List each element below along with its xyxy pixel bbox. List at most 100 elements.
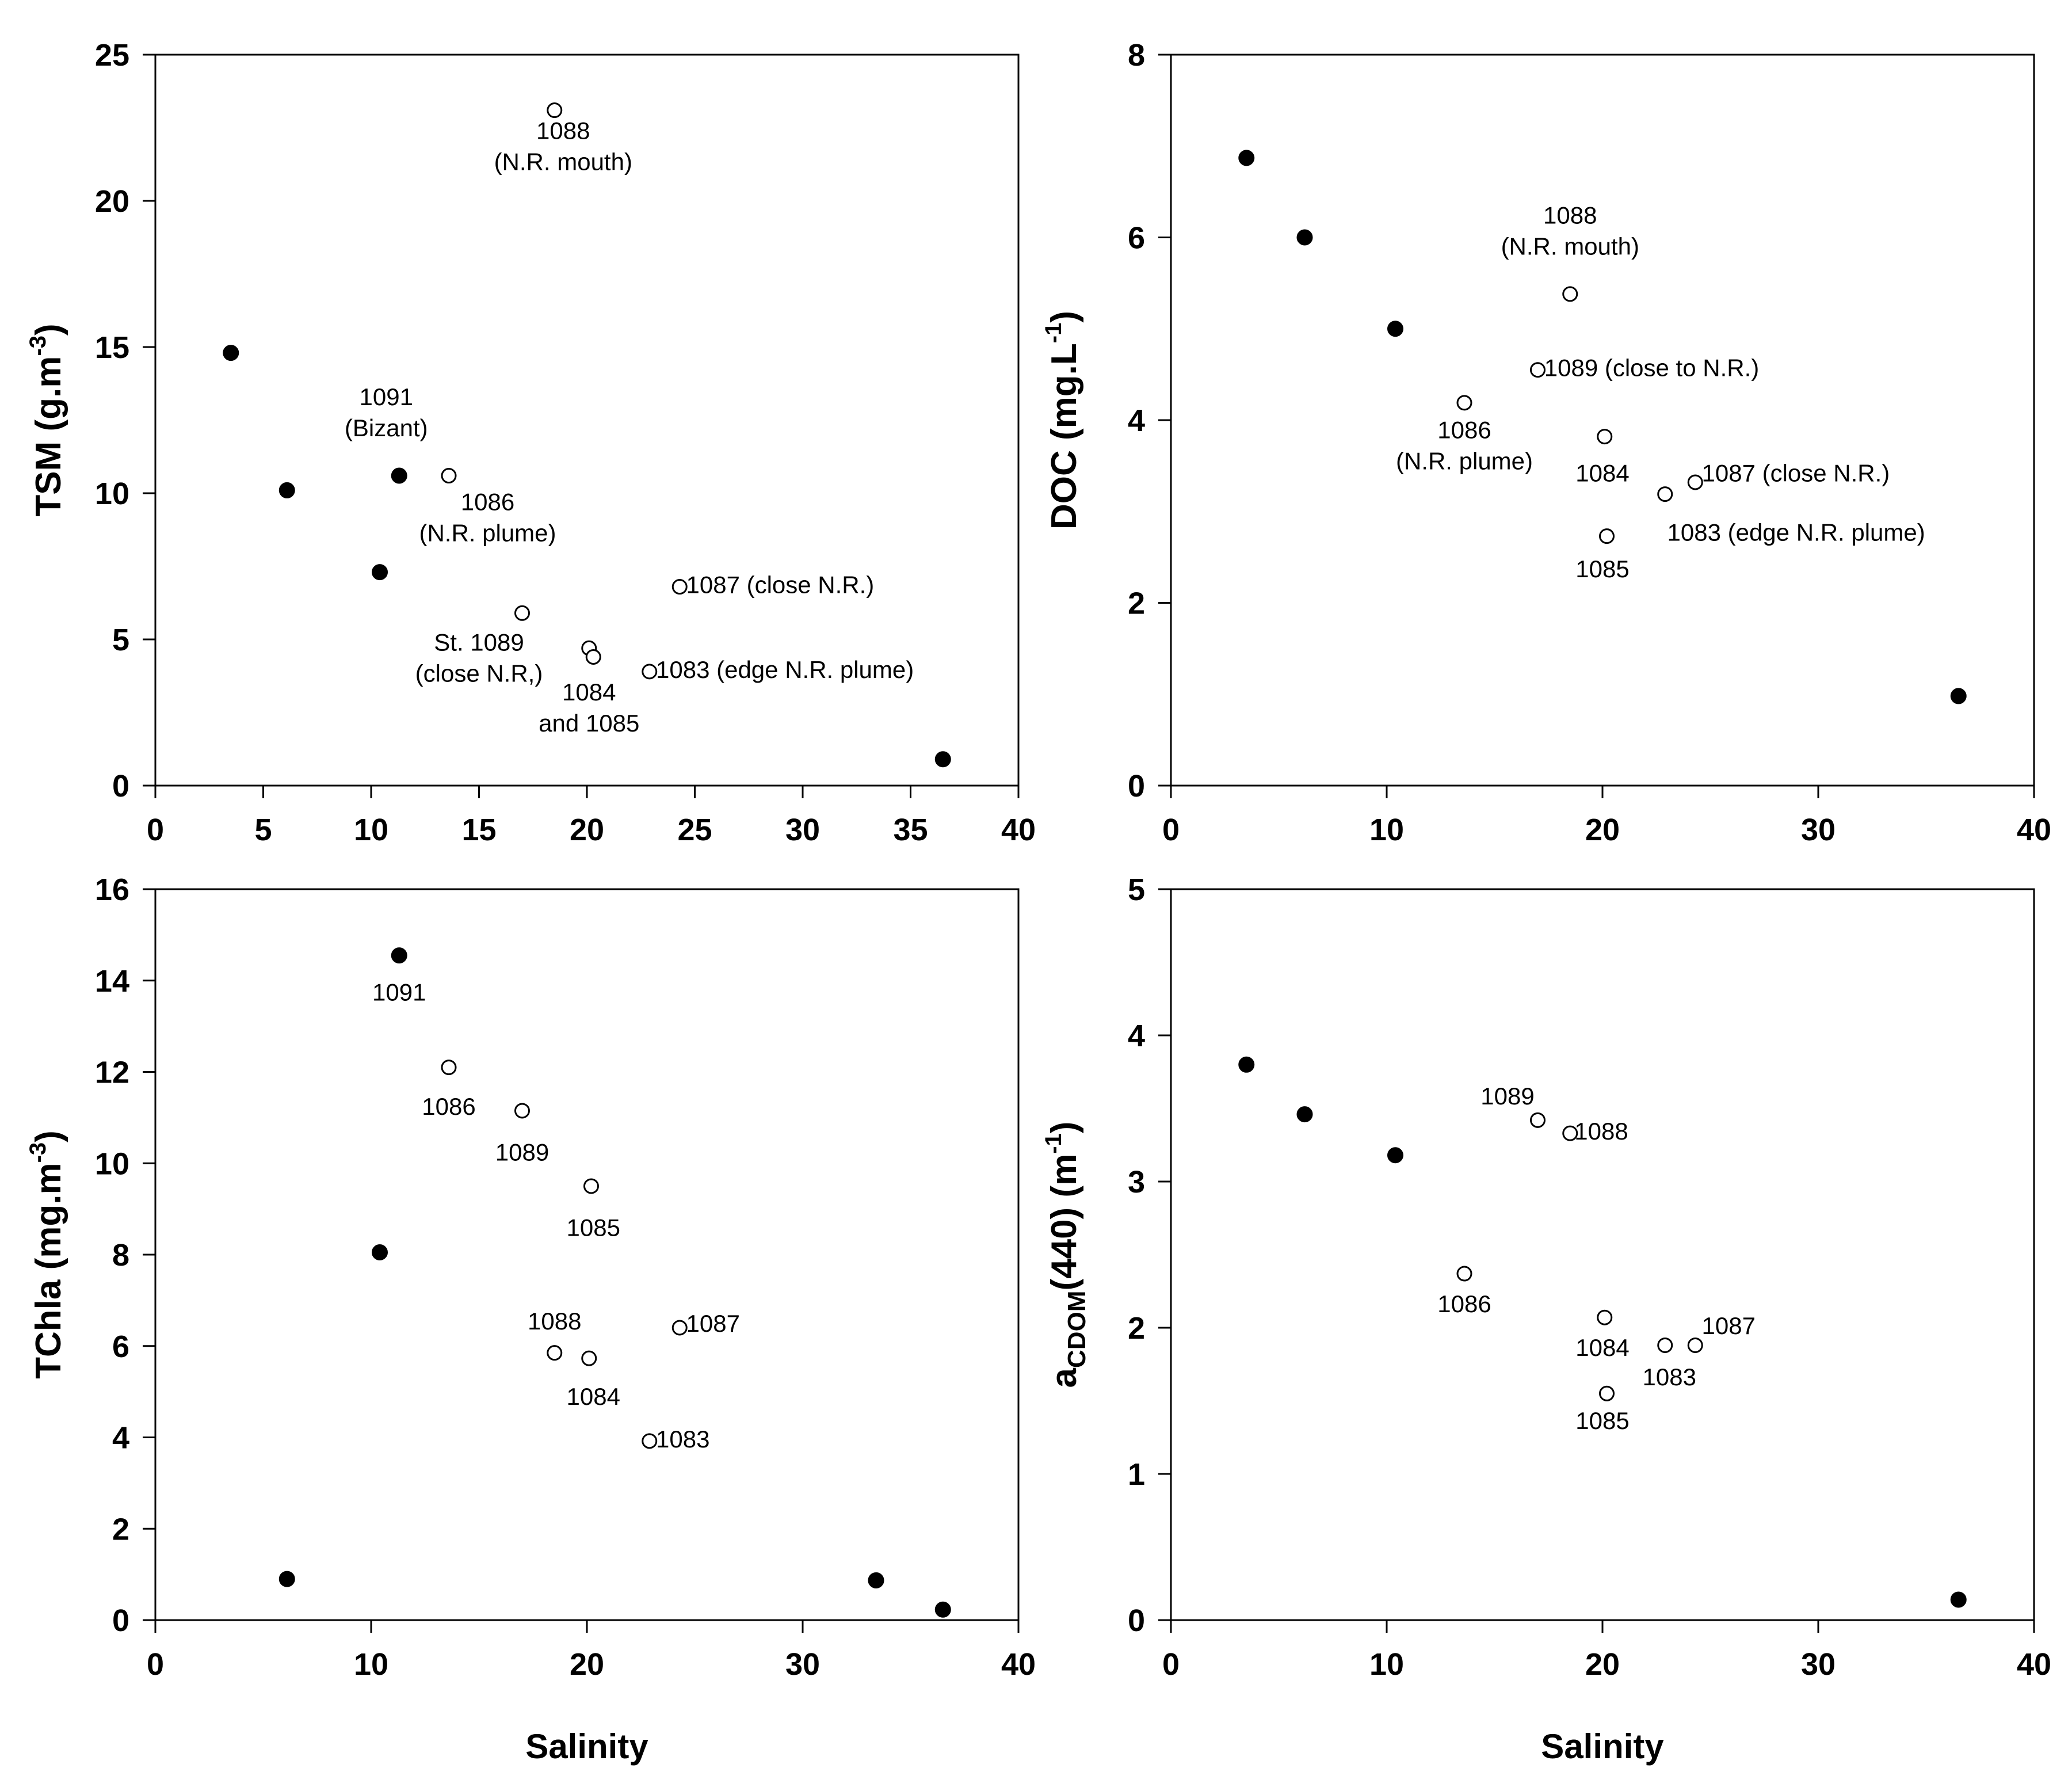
doc-station-label: 1084 [1575, 459, 1629, 486]
doc-station-label-line: 1083 (edge N.R. plume) [1667, 519, 1925, 546]
doc-x-tick-label: 10 [1369, 813, 1404, 847]
tsm-panel: 0 5 10 15 20 25 30 35 40 0 5 10 15 20 25 TSM (g.m-3) 108… [25, 38, 1036, 847]
doc-y-axis-label: DOC (mg.L-1) [1041, 311, 1084, 529]
tchla-y-axis-label-main: TChla (mg.m [29, 1163, 68, 1378]
tchla-station-label-line: 1089 [495, 1138, 549, 1165]
tsm-filled-point [372, 564, 388, 581]
acdom-x-tick-label: 10 [1369, 1647, 1404, 1682]
doc-x-tick-label: 0 [1162, 813, 1180, 847]
acdom-y-tick-label: 5 [1128, 872, 1145, 907]
tsm-x-tick-label: 5 [254, 813, 272, 847]
tchla-station-label-line: 1086 [422, 1093, 475, 1120]
tsm-station-label: 1087 (close N.R.) [686, 571, 875, 599]
acdom-station-label: 1084 [1575, 1334, 1629, 1361]
tsm-y-tick-label: 5 [112, 623, 129, 657]
doc-y-tick-label: 4 [1128, 403, 1145, 438]
acdom-station-label-line: 1088 [1574, 1118, 1628, 1145]
acdom-open-point [1597, 1309, 1613, 1325]
acdom-open-point [1599, 1385, 1615, 1401]
tchla-y-tick-label: 12 [95, 1056, 129, 1090]
tchla-open-point [441, 1060, 457, 1076]
tsm-station-label-line: 1088 [536, 117, 590, 144]
tsm-filled-point [391, 467, 407, 484]
tchla-y-tick-label: 0 [112, 1603, 129, 1638]
tsm-station-label-line: 1086 [461, 489, 514, 516]
tchla-x-axis-label: Salinity [525, 1727, 648, 1766]
acdom-y-tick-label: 0 [1128, 1603, 1145, 1638]
tchla-y-tick-label: 8 [112, 1238, 129, 1272]
doc-station-label-line: 1088 [1543, 202, 1597, 229]
tchla-x-tick-label: 30 [785, 1647, 820, 1682]
doc-station-label-line: 1084 [1575, 459, 1629, 486]
tsm-x-tick-label: 35 [893, 813, 928, 847]
tsm-y-tick-label: 20 [95, 184, 129, 219]
tchla-station-label-line: 1085 [567, 1214, 620, 1241]
doc-station-label-line: 1085 [1575, 555, 1629, 582]
doc-x-tick-label: 30 [1801, 813, 1836, 847]
acdom-station-label-line: 1086 [1437, 1290, 1491, 1317]
doc-station-label: 1086 (N.R. plume) [1396, 417, 1533, 475]
tchla-y-axis-label-sup: -3 [25, 1142, 51, 1163]
acdom-y-axis-label-mid: (440) (m [1044, 1154, 1084, 1291]
doc-open-point [1456, 395, 1472, 411]
tsm-station-label-line: (N.R. mouth) [494, 148, 632, 176]
tchla-open-point [642, 1433, 658, 1449]
tchla-filled-point [278, 1571, 295, 1587]
tchla-y-tick-label: 4 [112, 1421, 129, 1455]
doc-station-label-line: 1089 (close to N.R.) [1544, 355, 1760, 382]
tsm-x-tick-label: 20 [570, 813, 604, 847]
tchla-filled-point [934, 1601, 951, 1618]
tchla-station-label: 1083 [656, 1426, 709, 1453]
tsm-y-axis-label-main: TSM (g.m [29, 356, 68, 517]
acdom-x-tick-label: 30 [1801, 1647, 1836, 1682]
acdom-y-tick-label: 1 [1128, 1457, 1145, 1492]
tsm-station-label: 1084 and 1085 [539, 679, 639, 737]
acdom-x-axis-label: Salinity [1541, 1727, 1664, 1766]
doc-station-label: 1085 [1575, 555, 1629, 582]
tsm-x-tick-label: 0 [147, 813, 164, 847]
tchla-station-label-line: 1087 [686, 1310, 740, 1337]
doc-filled-point [1296, 229, 1313, 246]
tchla-station-label-line: 1084 [567, 1383, 620, 1410]
tchla-station-label: 1091 [372, 979, 426, 1006]
doc-y-tick-label: 8 [1128, 38, 1145, 73]
doc-x-tick-label: 20 [1585, 813, 1620, 847]
tsm-open-point [585, 649, 601, 665]
acdom-y-tick-label: 3 [1128, 1165, 1145, 1199]
tchla-station-label: 1087 [686, 1310, 740, 1337]
tsm-y-axis-label: TSM (g.m-3) [25, 323, 68, 516]
doc-filled-point [1238, 150, 1255, 166]
tsm-station-label-line: and 1085 [539, 710, 639, 737]
acdom-station-label: 1088 [1574, 1118, 1628, 1145]
doc-y-tick-label: 2 [1128, 586, 1145, 621]
acdom-x-tick-label: 0 [1162, 1647, 1180, 1682]
acdom-x-tick-label: 40 [2017, 1647, 2051, 1682]
acdom-station-label: 1085 [1575, 1407, 1629, 1434]
tsm-filled-point [934, 751, 951, 768]
tchla-station-label: 1084 [567, 1383, 620, 1410]
doc-open-point [1657, 486, 1673, 502]
tsm-y-tick-label: 0 [112, 769, 129, 803]
tsm-open-point [642, 664, 658, 680]
tsm-station-label-line: St. 1089 [434, 629, 524, 656]
tsm-station-label: 1086 (N.R. plume) [419, 489, 556, 547]
acdom-filled-point [1387, 1147, 1403, 1164]
tsm-x-tick-label: 25 [677, 813, 712, 847]
doc-y-axis-label-sup: -1 [1041, 323, 1066, 344]
tsm-station-label-line: (close N.R,) [415, 660, 543, 687]
tsm-open-point [547, 102, 563, 119]
tsm-station-label-line: (N.R. plume) [419, 520, 556, 547]
tchla-station-label: 1085 [567, 1214, 620, 1241]
tchla-y-tick-label: 2 [112, 1512, 129, 1546]
tchla-open-point [671, 1320, 688, 1336]
doc-filled-point [1387, 321, 1403, 337]
tchla-y-tick-label: 10 [95, 1146, 129, 1181]
tchla-filled-point [391, 947, 407, 964]
tchla-station-label: 1089 [495, 1138, 549, 1165]
doc-x-tick-label: 40 [2017, 813, 2051, 847]
acdom-station-label: 1086 [1437, 1290, 1491, 1317]
acdom-station-label: 1083 [1643, 1363, 1696, 1390]
acdom-y-axis-label-suffix: ) [1044, 1122, 1084, 1134]
